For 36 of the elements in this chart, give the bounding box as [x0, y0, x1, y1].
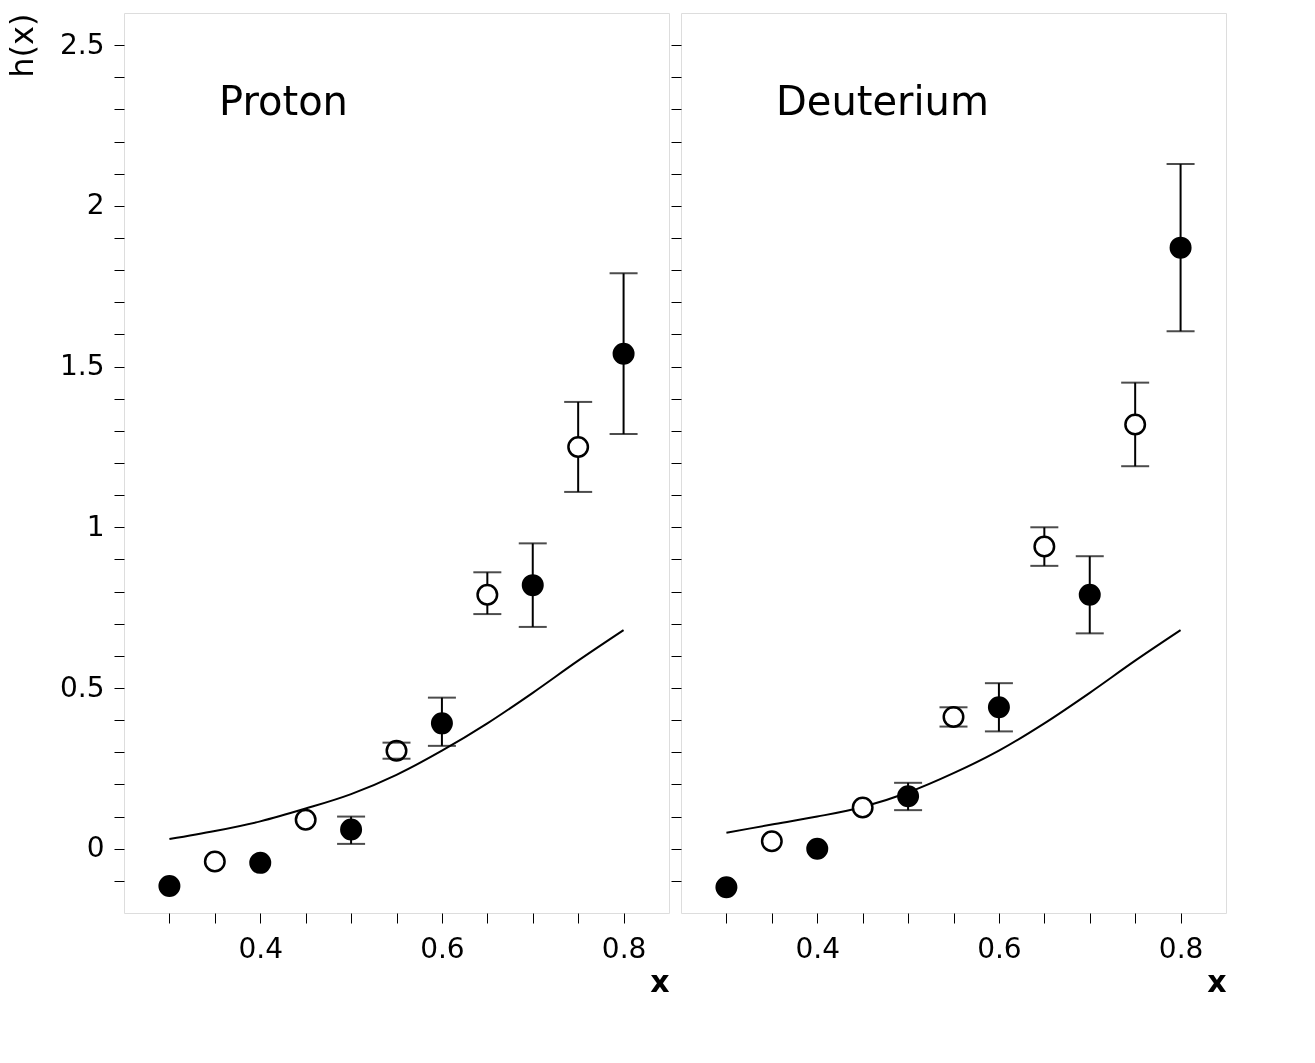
y-tick-label: 2.5 — [59, 27, 105, 61]
y-tick-label: 1.5 — [59, 349, 105, 383]
x-axis-title: x — [1207, 963, 1227, 999]
x-tick-label: 0.4 — [795, 931, 841, 965]
point — [760, 830, 783, 853]
point — [294, 808, 317, 831]
point — [249, 851, 272, 874]
point — [806, 837, 829, 860]
point — [203, 850, 226, 873]
point — [567, 435, 590, 458]
y-tick-label: 0.5 — [59, 670, 105, 704]
point — [430, 712, 453, 735]
x-tick-label: 0.6 — [420, 931, 465, 965]
annotation: Proton — [219, 78, 348, 124]
x-tick-label: 0.4 — [238, 931, 284, 965]
y-tick-label: 0 — [86, 831, 105, 865]
point — [612, 342, 635, 365]
point — [158, 875, 181, 897]
x-tick-label: 0.8 — [1158, 931, 1204, 965]
y-tick-label: 1 — [86, 509, 105, 543]
point — [851, 796, 874, 819]
point — [1078, 583, 1101, 606]
point — [715, 876, 738, 899]
x-tick-label: 0.8 — [601, 931, 647, 965]
y-tick-label: 2 — [86, 188, 105, 222]
x-tick-label: 0.6 — [977, 931, 1022, 965]
point — [1033, 535, 1056, 558]
point — [476, 583, 499, 606]
point — [987, 696, 1010, 719]
point — [521, 574, 544, 597]
x-axis-title: x — [650, 963, 670, 999]
point — [1124, 413, 1147, 436]
line-series — [168, 629, 625, 841]
y-axis-title: h(x) — [2, 13, 41, 78]
annotation: Deuterium — [776, 78, 989, 124]
point — [1169, 236, 1192, 259]
